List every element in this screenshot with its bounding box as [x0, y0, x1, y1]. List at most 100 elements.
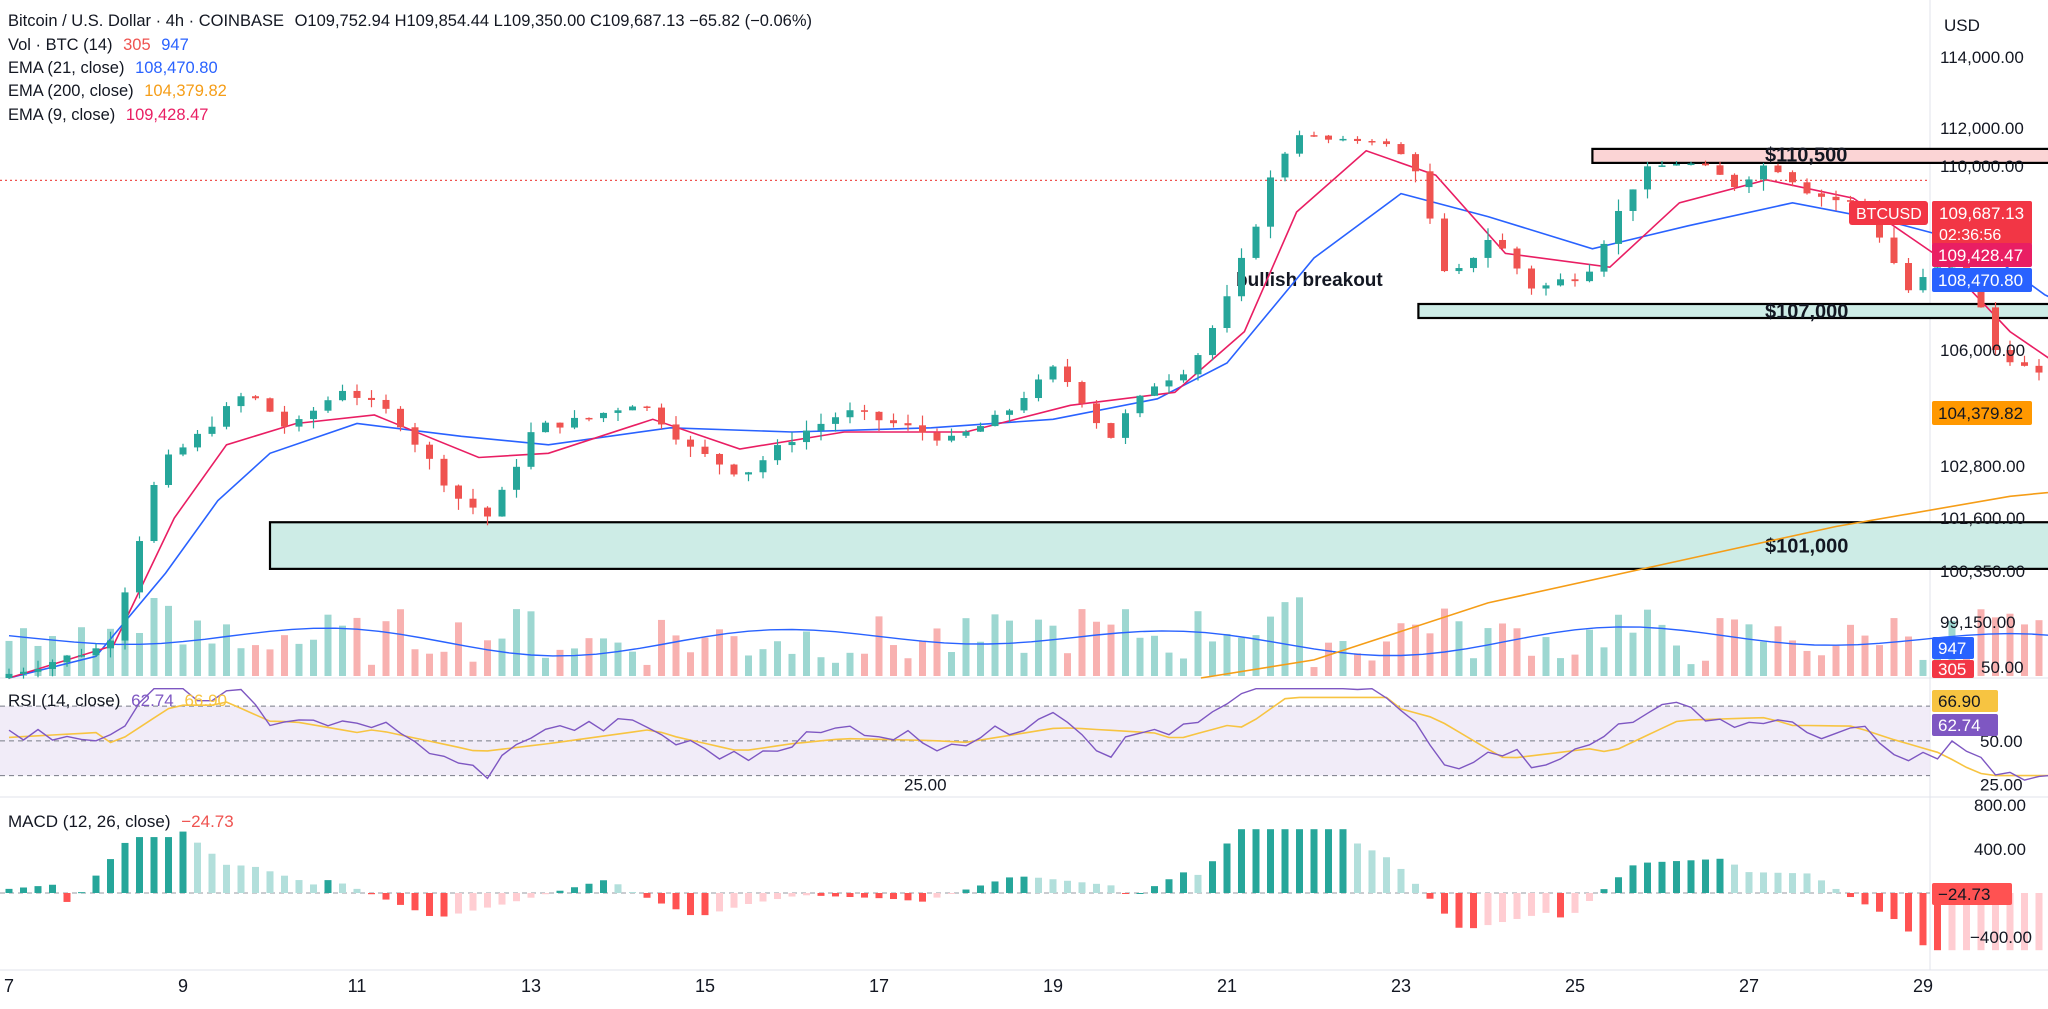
volume-bar — [788, 653, 796, 676]
candle-body — [208, 426, 216, 434]
macd-histogram-bar — [1397, 868, 1405, 893]
volume-bar — [629, 651, 636, 676]
macd-histogram-bar — [1093, 883, 1100, 893]
candle-body — [890, 420, 897, 424]
candle-body — [1992, 307, 1999, 351]
volume-bar — [1861, 635, 1869, 676]
candle-body — [237, 396, 245, 407]
volume-bar — [1876, 645, 1883, 676]
volume-bar — [1731, 619, 1738, 676]
volume-bar — [1818, 655, 1825, 676]
candle-body — [1745, 179, 1753, 188]
legend-macd[interactable]: MACD (12, 26, close) −24.73 — [8, 810, 240, 833]
candle-body — [165, 454, 172, 486]
volume-bar — [1513, 628, 1521, 676]
candle-body — [759, 460, 767, 473]
candle-body — [498, 489, 506, 517]
macd-histogram-bar — [1876, 893, 1883, 912]
macd-histogram-bar — [1731, 864, 1738, 893]
ema21-line[interactable] — [8, 192, 2048, 679]
macd-histogram-bar — [527, 893, 535, 898]
macd-histogram-bar — [1528, 893, 1535, 916]
volume-bar — [1542, 637, 1550, 676]
candle-body — [1716, 165, 1724, 175]
ema9-line[interactable] — [8, 149, 2048, 679]
volume-badge-1-bg — [1932, 637, 1974, 659]
candle-body — [1397, 144, 1405, 155]
rsi-label: RSI (14, close) — [8, 691, 121, 710]
time-tick-label: 9 — [178, 976, 188, 996]
legend-ema9[interactable]: EMA (9, close) 109,428.47 — [8, 104, 214, 127]
time-tick-label: 25 — [1565, 976, 1585, 996]
candle-body — [1673, 164, 1680, 166]
volume-bar — [194, 620, 201, 676]
candle-body — [527, 432, 535, 467]
macd-histogram-bar — [759, 893, 767, 902]
ohlc-values: O109,752.94 H109,854.44 L109,350.00 C109… — [294, 12, 813, 30]
candle-body — [1180, 374, 1187, 381]
volume-bar — [1571, 654, 1579, 676]
ema200-label: EMA (200, close) — [8, 82, 134, 100]
candle-body — [919, 425, 926, 433]
macd-histogram-bar — [687, 893, 694, 916]
ema200-badge: 104,379.82 — [1938, 404, 2023, 423]
candle-body — [1412, 154, 1419, 172]
candle-body — [5, 673, 13, 678]
macd-tick-label: −400.00 — [1970, 928, 2032, 947]
candle-body — [484, 507, 491, 517]
currency-label[interactable]: USD — [1944, 16, 1980, 35]
ema200-line[interactable] — [1200, 403, 2048, 679]
candle-body — [1107, 423, 1115, 438]
volume-bar — [1412, 624, 1419, 676]
macd-histogram-bar — [1180, 872, 1187, 893]
legend-rsi[interactable]: RSI (14, close) 62.74 66.90 — [8, 689, 233, 712]
legend-ema21[interactable]: EMA (21, close) 108,470.80 — [8, 57, 224, 80]
macd-histogram-bar — [1267, 829, 1274, 893]
macd-histogram-bar — [1861, 893, 1869, 905]
macd-histogram-bar — [63, 893, 71, 902]
symbol-title[interactable]: Bitcoin / U.S. Dollar · 4h · COINBASE — [8, 12, 284, 30]
macd-histogram-bar — [237, 865, 245, 893]
candle-body — [1020, 398, 1028, 411]
macd-histogram-bar — [397, 893, 404, 905]
volume-bar — [556, 649, 564, 676]
macd-histogram-bar — [600, 880, 607, 893]
macd-histogram-bar — [672, 893, 680, 910]
volume-bar — [977, 641, 984, 676]
macd-histogram-bar — [121, 842, 129, 893]
volume-bar — [20, 628, 27, 676]
volume-bar — [1832, 645, 1840, 676]
macd-histogram-bar — [1919, 893, 1927, 946]
candle-body — [513, 466, 520, 490]
volume-bar — [2021, 624, 2028, 676]
macd-histogram-bar — [1441, 893, 1448, 914]
candle-body — [20, 671, 27, 674]
macd-histogram-bar — [1629, 865, 1637, 893]
volume-bar — [1281, 602, 1289, 676]
macd-histogram-bar — [542, 893, 549, 895]
rsi-ma-line — [8, 696, 2048, 777]
macd-histogram-bar — [803, 893, 810, 896]
volume-bar — [1122, 609, 1129, 676]
macd-histogram-bar — [1006, 877, 1013, 893]
macd-histogram-bar — [1470, 893, 1477, 929]
macd-histogram-bar — [1252, 829, 1260, 893]
zone-label-2: $101,000 — [1765, 536, 1848, 558]
volume-bar — [1194, 611, 1202, 676]
volume-bar — [1557, 658, 1564, 676]
macd-histogram-bar — [1107, 885, 1115, 893]
legend-ema200[interactable]: EMA (200, close) 104,379.82 — [8, 80, 233, 103]
candle-body — [1803, 182, 1811, 194]
macd-histogram-bar — [426, 893, 433, 916]
macd-histogram-bar — [1571, 893, 1579, 913]
macd-histogram-bar — [716, 893, 723, 912]
macd-histogram-bar — [1803, 873, 1811, 893]
legend-volume[interactable]: Vol · BTC (14) 305 947 — [8, 34, 195, 57]
macd-histogram-bar — [1687, 860, 1695, 893]
price-tick-label: 112,000.00 — [1940, 119, 2024, 138]
volume-bar — [484, 640, 491, 676]
volume-bar — [803, 631, 810, 676]
rsi-inline-tick: 25.00 — [904, 775, 947, 794]
macd-badge-bg — [1932, 883, 2012, 905]
